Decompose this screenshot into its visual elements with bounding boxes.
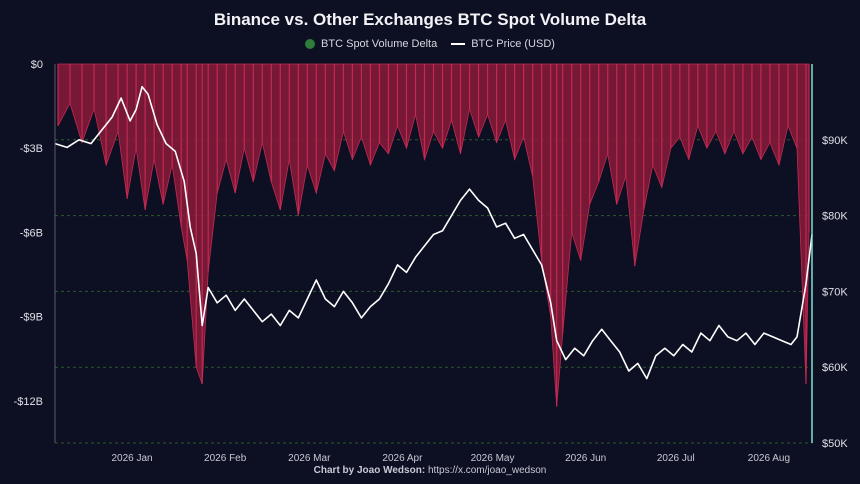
y-left-tick-3: -$9B (20, 312, 43, 324)
y-right-tick-3: $80K (822, 211, 848, 223)
y-right-tick-2: $70K (822, 286, 848, 298)
legend: BTC Spot Volume Delta BTC Price (USD) (0, 38, 860, 50)
y-left-tick-0: $0 (31, 59, 43, 71)
legend-item-price[interactable]: BTC Price (USD) (451, 38, 555, 50)
x-tick-5: 2026 Jun (565, 453, 606, 464)
price-line (54, 85, 813, 380)
delta-area (57, 63, 810, 407)
y-right-tick-4: $90K (822, 135, 848, 147)
x-tick-2: 2026 Mar (288, 453, 331, 464)
x-tick-7: 2026 Aug (748, 453, 790, 464)
chart-credit: Chart by Joao Wedson: https://x.com/joao… (0, 465, 860, 476)
legend-delta-swatch (305, 39, 316, 49)
y-left-tick-4: -$12B (14, 396, 43, 408)
x-tick-6: 2026 Jul (657, 453, 695, 464)
x-tick-0: 2026 Jan (111, 453, 152, 464)
y-right-tick-0: $50K (822, 438, 848, 450)
legend-price-label: BTC Price (USD) (471, 38, 555, 50)
legend-item-delta[interactable]: BTC Spot Volume Delta (305, 38, 437, 50)
x-tick-3: 2026 Apr (382, 453, 423, 464)
credit-prefix: Chart by Joao Wedson: (313, 465, 426, 476)
y-left-tick-1: -$3B (20, 143, 43, 155)
legend-delta-label: BTC Spot Volume Delta (321, 38, 438, 50)
legend-price-swatch (451, 43, 466, 45)
chart-title: Binance vs. Other Exchanges BTC Spot Vol… (213, 10, 647, 29)
x-tick-4: 2026 May (471, 453, 515, 464)
credit-link[interactable]: https://x.com/joao_wedson (427, 465, 547, 476)
y-right-tick-1: $60K (822, 362, 848, 374)
y-left-tick-2: -$6B (20, 227, 43, 239)
x-tick-1: 2026 Feb (204, 453, 247, 464)
